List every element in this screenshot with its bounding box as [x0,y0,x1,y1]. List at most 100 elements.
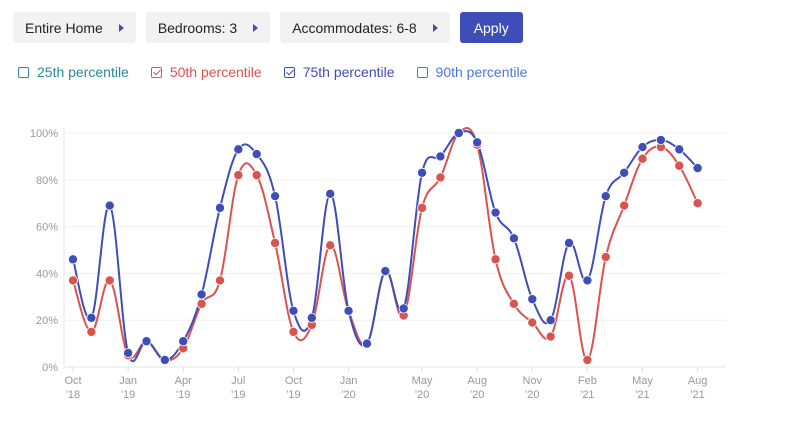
caret-right-icon [432,23,438,32]
data-point-50th [545,331,556,342]
data-point-50th [233,170,244,181]
y-tick-label: 20% [36,315,58,327]
x-tick-month: Apr [175,375,192,387]
home-type-dropdown[interactable]: Entire Home [13,12,136,43]
data-point-75th [417,167,428,178]
data-point-50th [692,198,703,209]
data-point-75th [104,200,115,211]
x-tick-year: '19 [231,389,245,401]
data-point-50th [104,275,115,286]
data-point-75th [508,233,519,244]
legend-item-50th[interactable]: 50th percentile [150,64,262,80]
data-point-75th [637,142,648,153]
caret-right-icon [253,23,259,32]
data-point-75th [251,149,262,160]
x-tick-month: Nov [523,375,543,387]
x-tick-year: '19 [286,389,300,401]
x-tick-month: Jul [231,375,245,387]
data-point-75th [619,167,630,178]
accommodates-dropdown[interactable]: Accommodates: 6-8 [280,12,450,43]
data-point-75th [435,151,446,162]
data-point-75th [159,354,170,365]
y-tick-label: 60% [36,222,58,234]
x-tick-year: '21 [690,389,704,401]
data-point-50th [288,326,299,337]
x-tick-month: May [632,375,653,387]
data-point-75th [655,135,666,146]
data-point-75th [600,191,611,202]
x-tick-year: '20 [341,389,355,401]
x-tick-month: Aug [688,375,708,387]
caret-right-icon [118,23,124,32]
data-point-75th [196,289,207,300]
x-tick-year: '21 [635,389,649,401]
data-point-50th [196,298,207,309]
data-point-75th [490,207,501,218]
bedrooms-dropdown[interactable]: Bedrooms: 3 [145,12,271,43]
data-point-50th [582,354,593,365]
data-point-50th [564,270,575,281]
series-line-50th [72,127,699,362]
x-tick-year: '21 [580,389,594,401]
grid-lines [63,128,726,370]
data-point-75th [68,254,79,265]
data-point-75th [288,305,299,316]
legend-item-75th[interactable]: 75th percentile [283,64,395,80]
x-axis: Oct '18 Jan '19 Apr '19 Jul '19 Oct '19 Jan '20 May '… [64,367,707,401]
data-point-75th [453,127,464,138]
data-point-50th [527,317,538,328]
data-point-50th [674,160,685,171]
data-point-75th [233,144,244,155]
data-point-75th [545,315,556,326]
bedrooms-label: Bedrooms: 3 [157,19,238,36]
data-point-75th [141,336,152,347]
data-point-50th [600,252,611,263]
x-tick-month: Feb [578,375,597,387]
data-point-75th [692,163,703,174]
data-point-50th [490,254,501,265]
x-tick-year: '19 [176,389,190,401]
data-point-75th [178,336,189,347]
x-tick-month: Jan [340,375,358,387]
series-line-75th [72,130,699,363]
y-tick-label: 80% [36,175,58,187]
data-point-50th [417,202,428,213]
checkbox-90th[interactable] [416,66,428,78]
data-point-50th [508,298,519,309]
y-tick-label: 0% [42,362,58,374]
series-lines [72,127,699,363]
legend-label-75th: 75th percentile [302,64,395,80]
data-point-75th [472,137,483,148]
data-point-75th [582,275,593,286]
data-point-50th [435,172,446,183]
checkbox-50th[interactable] [150,66,162,78]
legend-item-25th[interactable]: 25th percentile [18,64,129,80]
y-tick-label: 100% [30,128,58,140]
data-point-75th [398,303,409,314]
percentile-legend: 25th percentile 50th percentile 75th per… [18,64,527,80]
home-type-label: Entire Home [25,19,103,36]
checkbox-25th[interactable] [18,66,29,78]
data-point-50th [251,170,262,181]
series-points [68,127,703,365]
data-point-75th [361,338,372,349]
apply-button[interactable]: Apply [459,12,523,43]
x-tick-month: May [412,375,433,387]
legend-item-90th[interactable]: 90th percentile [416,64,527,80]
data-point-50th [325,240,336,251]
legend-label-25th: 25th percentile [37,64,129,80]
data-point-50th [86,326,97,337]
legend-label-50th: 50th percentile [169,64,262,80]
data-point-75th [564,237,575,248]
data-point-75th [123,347,134,358]
x-tick-year: '20 [525,389,539,401]
y-tick-label: 40% [36,268,58,280]
filter-bar: Entire Home Bedrooms: 3 Accommodates: 6-… [13,12,523,43]
data-point-75th [306,312,317,323]
data-point-75th [214,202,225,213]
x-tick-month: Aug [467,375,487,387]
data-point-75th [674,144,685,155]
x-tick-year: '20 [470,389,484,401]
checkbox-75th[interactable] [283,66,295,78]
x-tick-month: Jan [119,375,137,387]
